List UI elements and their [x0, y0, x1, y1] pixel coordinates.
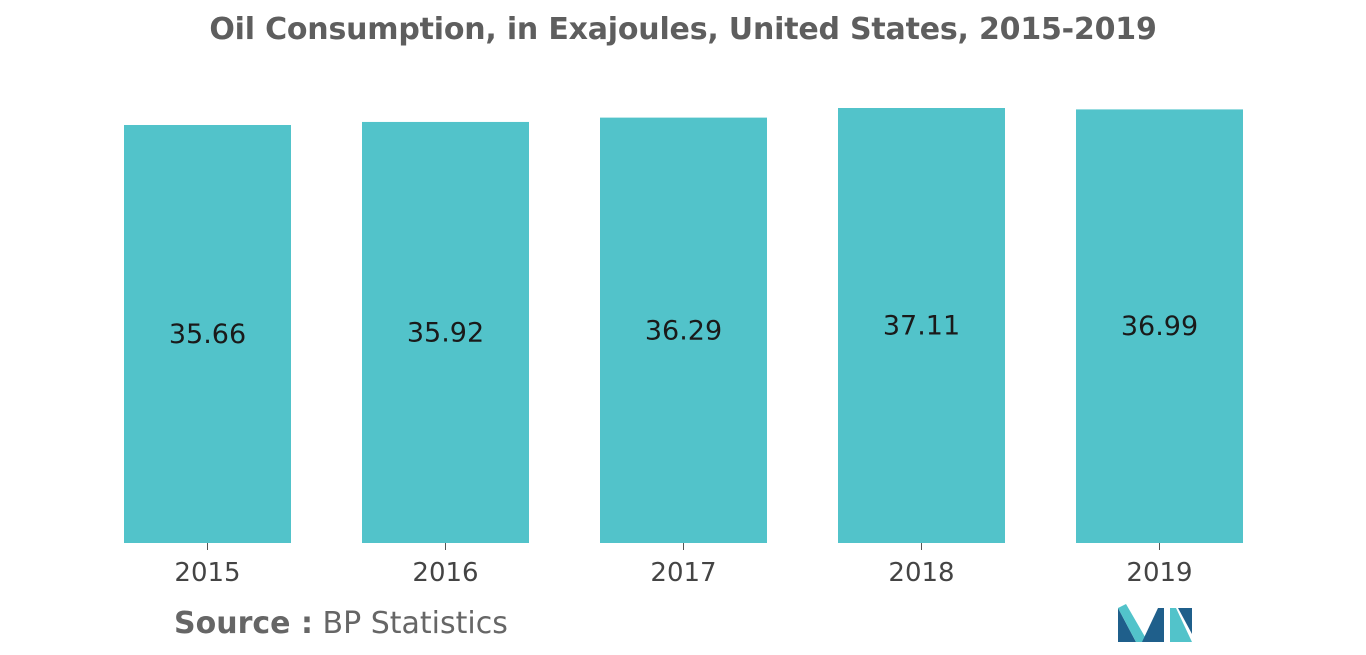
x-axis-tick-label: 2017 — [650, 558, 716, 588]
bar-2015 — [124, 124, 291, 543]
bar-value-label: 37.11 — [883, 311, 960, 342]
x-axis-tick-label: 2015 — [174, 558, 240, 588]
logo-right-accent — [1178, 608, 1192, 634]
bar-value-label: 35.66 — [169, 319, 246, 350]
bar-2017 — [600, 117, 767, 543]
brand-logo-icon — [1118, 604, 1192, 642]
bar-value-label: 36.99 — [1121, 311, 1198, 342]
x-axis-tick-label: 2016 — [412, 558, 478, 588]
bar-2019 — [1076, 109, 1243, 544]
x-axis-tick-label: 2018 — [888, 558, 954, 588]
bar-2018 — [838, 108, 1005, 543]
logo-mid-shape — [1142, 608, 1164, 642]
bar-value-label: 36.29 — [645, 315, 722, 346]
logo-right-shape — [1170, 608, 1192, 642]
source-value: BP Statistics — [322, 606, 508, 641]
bar-value-label: 35.92 — [407, 317, 484, 348]
source-key: Source : — [174, 606, 313, 641]
logo-left-accent — [1118, 604, 1148, 642]
source-note: Source : BP Statistics — [174, 606, 508, 641]
x-axis-tick-label: 2019 — [1126, 558, 1192, 588]
bar-2016 — [362, 121, 529, 544]
chart-title: Oil Consumption, in Exajoules, United St… — [209, 12, 1157, 47]
